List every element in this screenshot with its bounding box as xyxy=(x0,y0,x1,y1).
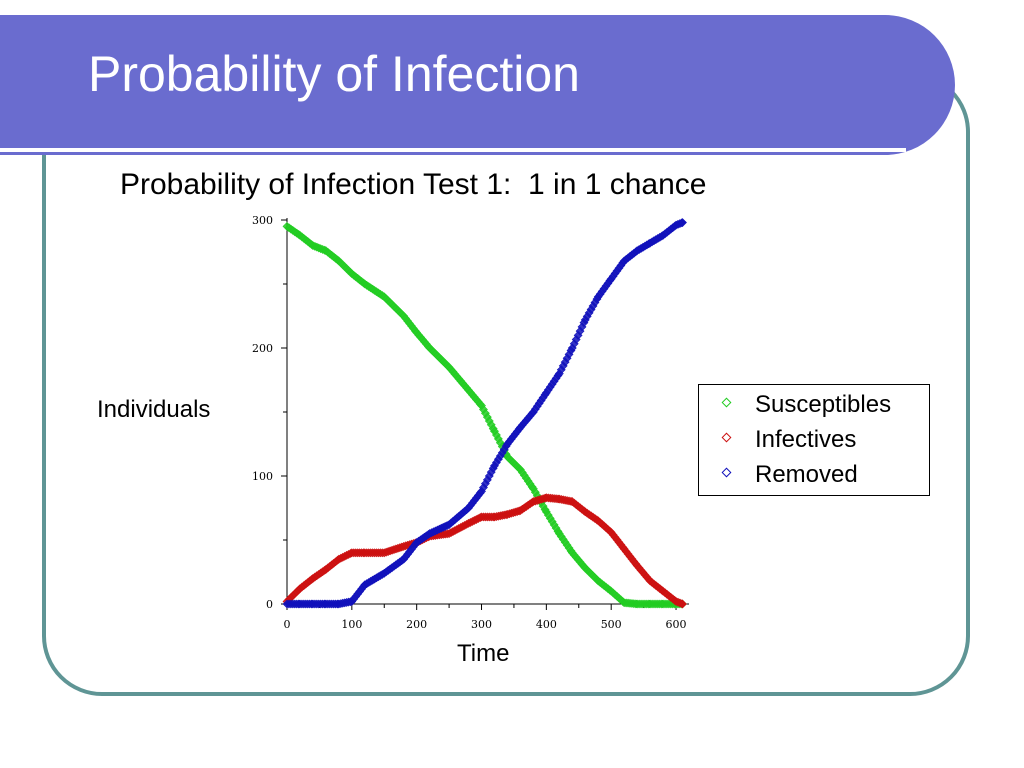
title-bar: Probability of Infection xyxy=(0,15,955,155)
chart-marks xyxy=(282,218,687,609)
y-tick-label: 200 xyxy=(252,342,273,355)
chart-title: Probability of Infection Test 1: 1 in 1 … xyxy=(120,168,707,201)
legend-item-susceptibles: Susceptibles xyxy=(699,389,929,423)
chart-legend: Susceptibles Infectives Removed xyxy=(698,384,930,496)
x-tick-label: 100 xyxy=(341,618,362,631)
title-underline xyxy=(0,148,906,152)
legend-label: Removed xyxy=(755,461,858,488)
legend-marker xyxy=(721,467,732,478)
legend-marker xyxy=(721,397,732,408)
series-removed xyxy=(282,218,687,609)
y-tick-label: 300 xyxy=(252,214,273,227)
data-point xyxy=(678,218,687,227)
data-point xyxy=(678,599,687,609)
chart-axes: 0 100 200 300 0 100 200 300 400 500 600 xyxy=(252,214,689,631)
legend-item-infectives: Infectives xyxy=(699,424,929,458)
x-tick-label: 0 xyxy=(284,618,291,631)
series-infectives xyxy=(282,493,687,609)
legend-label: Infectives xyxy=(755,426,857,453)
x-tick-label: 600 xyxy=(666,618,687,631)
legend-marker xyxy=(721,432,732,443)
legend-label: Susceptibles xyxy=(755,391,892,418)
x-tick-label: 300 xyxy=(471,618,492,631)
x-tick-label: 500 xyxy=(601,618,622,631)
y-tick-label: 100 xyxy=(252,470,273,483)
x-tick-label: 400 xyxy=(536,618,557,631)
legend-item-removed: Removed xyxy=(699,459,929,493)
series-susceptibles xyxy=(282,221,687,609)
y-axis-label: Individuals xyxy=(97,396,211,423)
x-axis-label: Time xyxy=(457,640,510,667)
slide-title: Probability of Infection xyxy=(88,46,580,102)
y-tick-label: 0 xyxy=(266,598,273,611)
x-tick-label: 200 xyxy=(406,618,427,631)
